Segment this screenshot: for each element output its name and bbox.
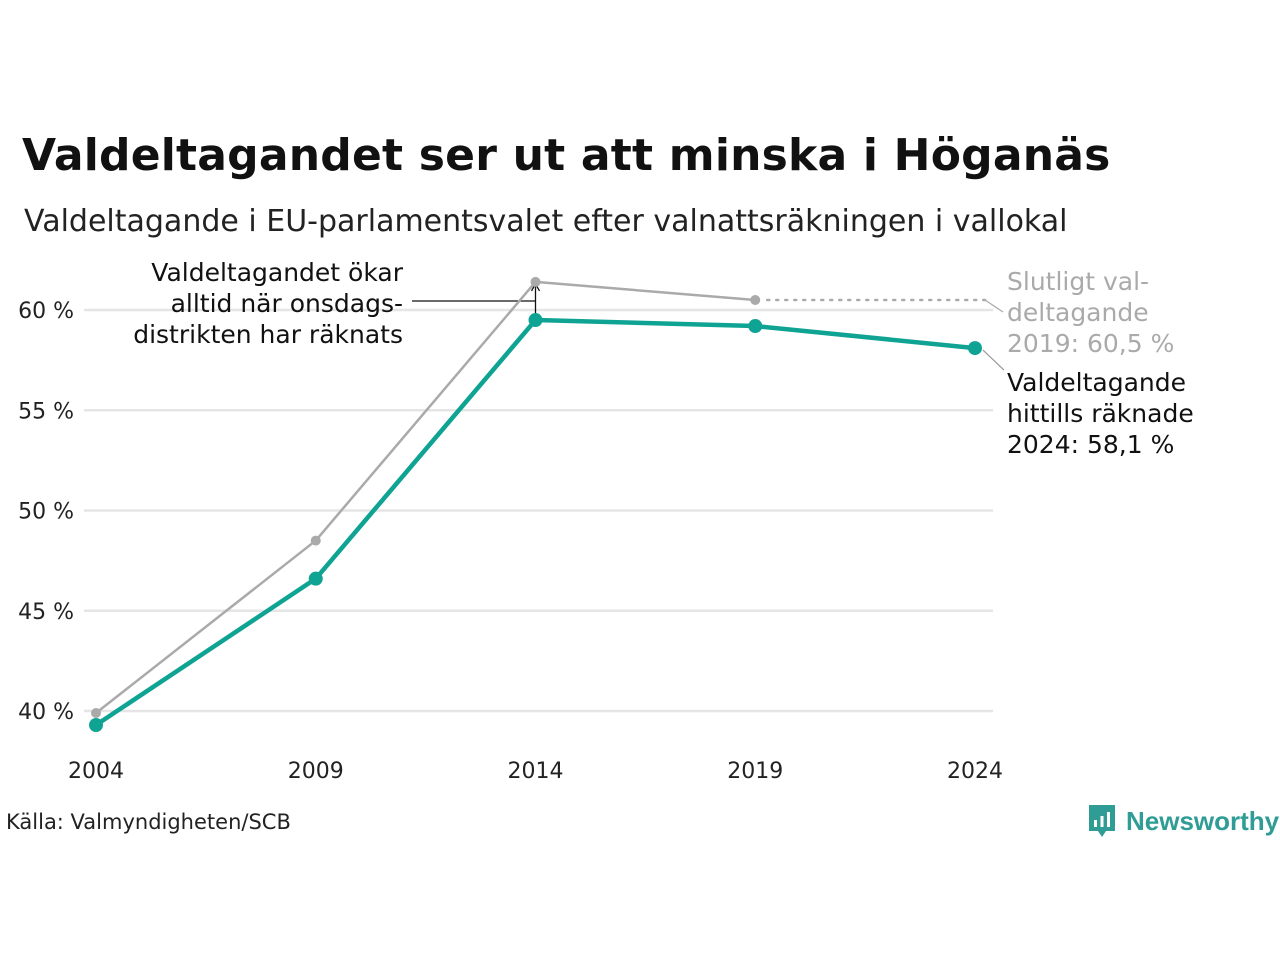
point-gray-2004 xyxy=(91,708,101,719)
point-gray-2014 xyxy=(530,276,541,287)
leader-final-2019-tick xyxy=(984,299,1004,313)
y-tick-label-60: 60 % xyxy=(18,299,74,324)
newsworthy-logo-icon xyxy=(1089,805,1115,837)
chart-title: Valdeltagandet ser ut att minska i Högan… xyxy=(22,130,1111,181)
gridlines xyxy=(84,308,993,713)
annotation-counted-2024-line-1: Valdeltagande xyxy=(1007,368,1186,397)
y-tick-label-55: 55 % xyxy=(18,399,74,424)
point-teal-2009 xyxy=(308,571,323,586)
annotation-counted-2024-line-2: hittills räknade xyxy=(1007,399,1194,428)
x-axis-ticks: 2004 2009 2014 2019 2024 xyxy=(68,759,1003,784)
x-tick-label-2004: 2004 xyxy=(68,759,124,784)
annotation-onsdag-line-3: distrikten har räknats xyxy=(133,320,403,349)
source-note: Källa: Valmyndigheten/SCB xyxy=(6,810,291,834)
x-tick-label-2019: 2019 xyxy=(727,759,783,784)
series-line-gray xyxy=(95,280,756,714)
series-line-teal xyxy=(94,317,976,727)
annotation-final-2019-line-2: deltagande xyxy=(1007,298,1149,327)
point-teal-2019 xyxy=(748,319,763,334)
annotation-connectors xyxy=(412,282,1005,371)
leader-counted-2024 xyxy=(982,349,1005,371)
annotation-counted-2024-line-3: 2024: 58,1 % xyxy=(1007,430,1174,459)
point-teal-2004 xyxy=(89,718,103,733)
newsworthy-logo[interactable]: Newsworthy xyxy=(1088,804,1279,838)
y-tick-label-45: 45 % xyxy=(18,600,74,625)
x-tick-label-2014: 2014 xyxy=(508,759,564,784)
y-tick-label-40: 40 % xyxy=(18,700,74,725)
series-group xyxy=(89,276,982,733)
y-axis-ticks: 40 % 45 % 50 % 55 % 60 % xyxy=(18,299,74,725)
annotation-onsdag-line-2: alltid när onsdags- xyxy=(171,289,403,318)
annotation-final-2019-line-3: 2019: 60,5 % xyxy=(1007,329,1174,358)
point-gray-2019 xyxy=(750,294,761,305)
annotation-final-2019-line-1: Slutligt val- xyxy=(1007,267,1149,296)
point-gray-2009 xyxy=(310,535,321,546)
x-tick-label-2024: 2024 xyxy=(947,759,1003,784)
x-tick-label-2009: 2009 xyxy=(288,759,344,784)
newsworthy-logo-text: Newsworthy xyxy=(1126,805,1280,836)
point-teal-2014 xyxy=(528,313,543,328)
chart-subtitle: Valdeltagande i EU-parlamentsvalet efter… xyxy=(24,204,1068,239)
y-tick-label-50: 50 % xyxy=(18,500,74,525)
annotation-onsdag-line-1: Valdeltagandet ökar xyxy=(151,258,403,287)
point-teal-2024 xyxy=(968,341,982,356)
